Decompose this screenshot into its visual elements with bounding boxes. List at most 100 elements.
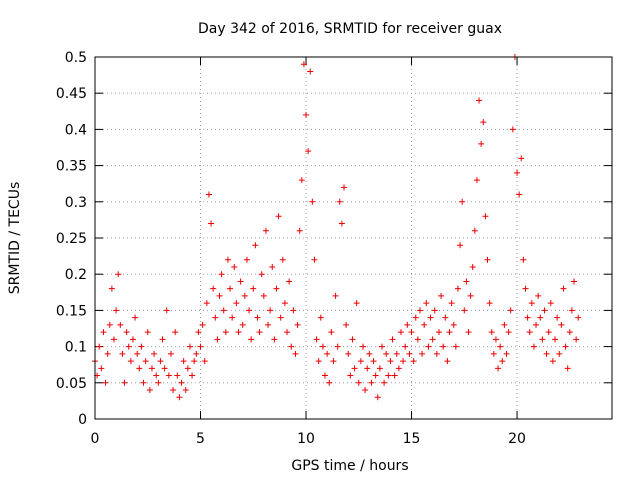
data-point [189, 372, 196, 379]
y-tick-label: 0.2 [65, 267, 87, 283]
data-point [357, 358, 364, 365]
data-point [520, 256, 527, 263]
y-tick-label: 0 [78, 412, 87, 428]
data-point [408, 329, 415, 336]
data-point [374, 394, 381, 401]
x-tick-label: 0 [91, 431, 100, 447]
data-point [463, 278, 470, 285]
data-point [484, 256, 491, 263]
data-point [499, 358, 506, 365]
data-point [573, 336, 580, 343]
data-point [191, 358, 198, 365]
data-point [482, 213, 489, 220]
data-point [140, 379, 147, 386]
data-point [334, 343, 341, 350]
data-point [552, 336, 559, 343]
data-point [457, 242, 464, 249]
data-point [197, 343, 204, 350]
data-point [100, 329, 107, 336]
data-point [507, 307, 514, 314]
data-point [514, 169, 521, 176]
data-point [119, 350, 126, 357]
data-point [123, 329, 130, 336]
y-tick-label: 0.25 [56, 231, 87, 247]
data-point [292, 350, 299, 357]
data-point [305, 148, 312, 155]
data-point [241, 292, 248, 299]
x-axis-label: GPS time / hours [291, 458, 408, 474]
data-point [486, 300, 493, 307]
data-point [505, 329, 512, 336]
data-point [212, 314, 219, 321]
data-point [381, 379, 388, 386]
data-point [328, 329, 335, 336]
data-point [497, 343, 504, 350]
data-point [444, 358, 451, 365]
y-tick-label: 0.1 [65, 340, 87, 356]
data-point [281, 300, 288, 307]
x-tick-label: 15 [403, 431, 421, 447]
data-point [271, 336, 278, 343]
data-point [522, 285, 529, 292]
data-point [110, 336, 117, 343]
data-point [412, 314, 419, 321]
data-point [562, 343, 569, 350]
data-point [332, 292, 339, 299]
data-point [193, 350, 200, 357]
data-point [201, 358, 208, 365]
data-point [218, 271, 225, 278]
data-point [370, 358, 377, 365]
data-point [170, 387, 177, 394]
data-point [503, 350, 510, 357]
data-point [560, 285, 567, 292]
data-point [121, 379, 128, 386]
data-point [222, 329, 229, 336]
data-point [450, 321, 457, 328]
data-point [338, 220, 345, 227]
data-point [307, 68, 314, 75]
x-tick-label: 5 [196, 431, 205, 447]
data-point [127, 358, 134, 365]
data-point [438, 292, 445, 299]
data-point [290, 307, 297, 314]
data-point [535, 292, 542, 299]
data-point [347, 372, 354, 379]
data-point [296, 227, 303, 234]
data-point [378, 343, 385, 350]
x-tick-label: 20 [508, 431, 526, 447]
y-tick-label: 0.15 [56, 303, 87, 319]
data-point [184, 365, 191, 372]
data-point [421, 321, 428, 328]
data-point [138, 343, 145, 350]
data-point [345, 350, 352, 357]
data-point [134, 350, 141, 357]
data-point [106, 321, 113, 328]
data-point [129, 336, 136, 343]
data-point [400, 358, 407, 365]
data-point [526, 329, 533, 336]
data-point [199, 321, 206, 328]
data-point [446, 329, 453, 336]
data-point [214, 336, 221, 343]
data-point [239, 321, 246, 328]
data-point [176, 394, 183, 401]
data-point [324, 350, 331, 357]
data-point [303, 111, 310, 118]
data-point [132, 314, 139, 321]
data-point [205, 191, 212, 198]
data-point [229, 314, 236, 321]
data-point [533, 321, 540, 328]
data-point [518, 155, 525, 162]
data-point [317, 314, 324, 321]
data-point [568, 307, 575, 314]
data-point [404, 321, 411, 328]
data-point [279, 256, 286, 263]
data-point [300, 61, 307, 68]
data-point [566, 329, 573, 336]
data-point [558, 321, 565, 328]
data-point [431, 307, 438, 314]
data-point [467, 292, 474, 299]
data-points-layer [92, 54, 582, 401]
data-point [172, 329, 179, 336]
data-point [260, 292, 267, 299]
